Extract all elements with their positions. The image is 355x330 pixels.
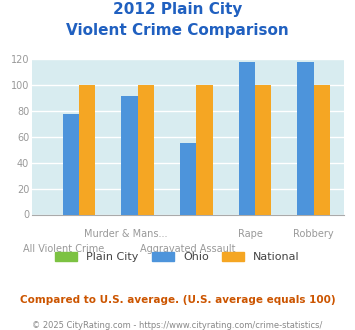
Bar [239,62,255,214]
Text: All Violent Crime: All Violent Crime [23,244,104,254]
Text: Aggravated Assault: Aggravated Assault [140,244,236,254]
Legend: Plain City, Ohio, National: Plain City, Ohio, National [51,248,304,267]
Text: Compared to U.S. average. (U.S. average equals 100): Compared to U.S. average. (U.S. average … [20,295,335,305]
Text: Violent Crime Comparison: Violent Crime Comparison [66,23,289,38]
Bar [255,85,272,214]
Text: Murder & Mans...: Murder & Mans... [84,229,168,239]
Bar [314,85,330,214]
Text: © 2025 CityRating.com - https://www.cityrating.com/crime-statistics/: © 2025 CityRating.com - https://www.city… [32,321,323,330]
Text: Rape: Rape [238,229,263,239]
Bar [62,114,79,214]
Bar [121,96,138,214]
Text: Robbery: Robbery [293,229,333,239]
Bar [297,62,314,214]
Bar [138,85,154,214]
Bar [180,144,196,214]
Bar [79,85,95,214]
Text: 2012 Plain City: 2012 Plain City [113,2,242,16]
Bar [196,85,213,214]
